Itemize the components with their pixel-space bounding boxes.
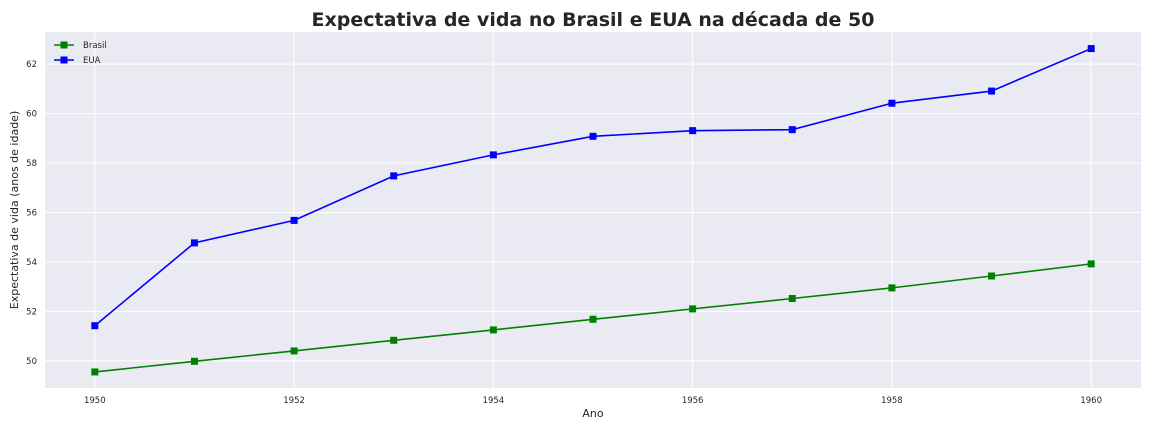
data-point-eua: [190, 239, 198, 247]
y-tick-label: 52: [26, 307, 37, 317]
data-point-eua: [689, 127, 697, 135]
data-point-eua: [788, 126, 796, 134]
x-tick-label: 1960: [1080, 396, 1102, 406]
y-tick-label: 60: [26, 110, 37, 120]
x-tick-label: 1952: [283, 396, 305, 406]
data-point-eua: [1087, 45, 1095, 53]
data-point-eua: [589, 132, 597, 140]
y-tick-label: 50: [26, 357, 37, 367]
data-point-brasil: [788, 295, 796, 303]
data-point-brasil: [589, 315, 597, 323]
x-axis-label: Ano: [582, 407, 603, 420]
data-point-eua: [988, 87, 996, 95]
y-axis-label: Expectativa de vida (anos de idade): [8, 111, 21, 310]
plot-area: [45, 32, 1141, 388]
chart-title: Expectativa de vida no Brasil e EUA na d…: [312, 9, 875, 31]
x-tick-label: 1956: [682, 396, 704, 406]
legend-marker-eua: [60, 56, 68, 64]
legend-label-brasil: Brasil: [83, 41, 107, 51]
data-point-brasil: [689, 305, 697, 313]
data-point-brasil: [190, 357, 198, 365]
data-point-brasil: [988, 272, 996, 280]
x-tick-label: 1954: [483, 396, 505, 406]
x-tick-label: 1950: [84, 396, 106, 406]
data-point-brasil: [91, 368, 99, 376]
y-tick-label: 54: [26, 258, 37, 268]
data-point-eua: [91, 322, 99, 330]
y-tick-label: 56: [26, 208, 37, 218]
x-tick-label: 1958: [881, 396, 903, 406]
y-tick-label: 58: [26, 159, 37, 169]
data-point-eua: [390, 172, 398, 180]
x-axis-ticks: 1950 1952 1954 1956 1958 1960: [84, 396, 1102, 406]
legend: Brasil EUA: [54, 41, 107, 66]
data-point-eua: [489, 151, 497, 159]
legend-marker-brasil: [60, 41, 68, 49]
data-point-eua: [290, 216, 298, 224]
data-point-eua: [888, 99, 896, 107]
legend-label-eua: EUA: [83, 56, 101, 66]
data-point-brasil: [489, 326, 497, 334]
y-tick-label: 62: [26, 60, 37, 70]
data-point-brasil: [290, 347, 298, 355]
data-point-brasil: [888, 284, 896, 292]
series-group: [91, 45, 1095, 376]
data-point-brasil: [1087, 260, 1095, 268]
grid-lines: [45, 32, 1141, 388]
data-point-brasil: [390, 336, 398, 344]
y-axis-ticks: 50 52 54 56 58 60 62: [26, 60, 37, 367]
